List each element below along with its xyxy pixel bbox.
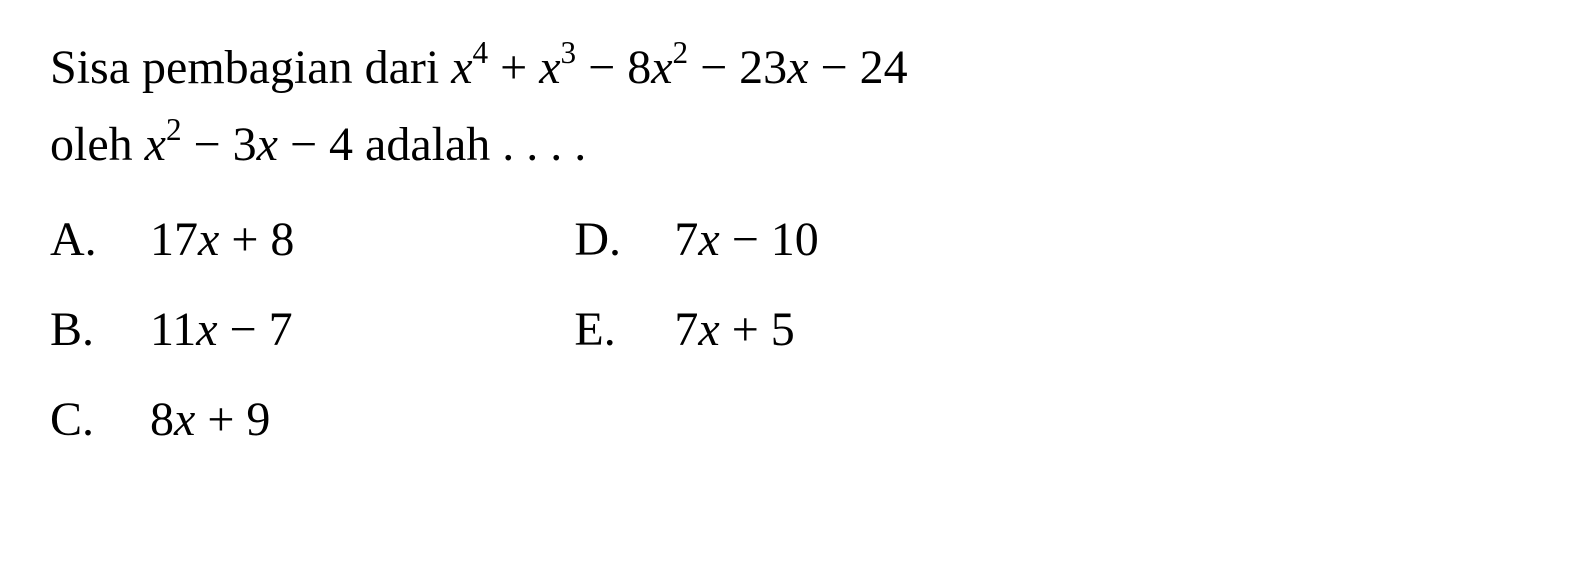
- opt-e-var: x: [698, 303, 719, 356]
- poly2-exp1: 2: [166, 112, 182, 147]
- poly2-x2: x: [257, 118, 278, 171]
- poly1-x2: x: [539, 41, 560, 94]
- question-text: Sisa pembagian dari x4 + x3 − 8x2 − 23x …: [50, 30, 1540, 184]
- option-expr-a: 17x + 8: [150, 204, 294, 276]
- options-container: A. 17x + 8 B. 11x − 7 C. 8x + 9 D. 7x − …: [50, 204, 1540, 456]
- option-expr-c: 8x + 9: [150, 384, 270, 456]
- options-right-column: D. 7x − 10 E. 7x + 5: [574, 204, 818, 456]
- option-e: E. 7x + 5: [574, 294, 818, 366]
- options-left-column: A. 17x + 8 B. 11x − 7 C. 8x + 9: [50, 204, 294, 456]
- option-letter-b: B.: [50, 294, 150, 366]
- opt-b-var: x: [196, 303, 217, 356]
- poly2-x1: x: [145, 118, 166, 171]
- option-letter-d: D.: [574, 204, 674, 276]
- poly1-exp2: 3: [561, 35, 577, 70]
- option-expr-d: 7x − 10: [674, 204, 818, 276]
- opt-c-var: x: [174, 393, 195, 446]
- opt-b-coef: 11: [150, 303, 196, 356]
- option-a: A. 17x + 8: [50, 204, 294, 276]
- opt-c-rest: + 9: [195, 393, 270, 446]
- poly1-op4: − 24: [809, 41, 908, 94]
- poly1-op1: +: [488, 41, 539, 94]
- option-c: C. 8x + 9: [50, 384, 294, 456]
- poly1-op2: − 8: [576, 41, 651, 94]
- poly1-exp1: 4: [473, 35, 489, 70]
- opt-b-rest: − 7: [218, 303, 293, 356]
- opt-a-rest: + 8: [219, 213, 294, 266]
- option-expr-e: 7x + 5: [674, 294, 794, 366]
- option-b: B. 11x − 7: [50, 294, 294, 366]
- poly1-x4: x: [787, 41, 808, 94]
- q-prefix-2: oleh: [50, 118, 145, 171]
- opt-e-rest: + 5: [720, 303, 795, 356]
- opt-c-coef: 8: [150, 393, 174, 446]
- poly2-op2: − 4: [278, 118, 353, 171]
- q-suffix: adalah . . . .: [353, 118, 586, 171]
- question-line-1: Sisa pembagian dari x4 + x3 − 8x2 − 23x …: [50, 30, 1540, 107]
- poly1-op3: − 23: [688, 41, 787, 94]
- option-letter-e: E.: [574, 294, 674, 366]
- question-line-2: oleh x2 − 3x − 4 adalah . . . .: [50, 107, 1540, 184]
- opt-a-var: x: [198, 213, 219, 266]
- opt-d-coef: 7: [674, 213, 698, 266]
- opt-a-coef: 17: [150, 213, 198, 266]
- option-expr-b: 11x − 7: [150, 294, 293, 366]
- poly1-exp3: 2: [673, 35, 689, 70]
- q-prefix-1: Sisa pembagian dari: [50, 41, 451, 94]
- poly1-x3: x: [651, 41, 672, 94]
- option-letter-a: A.: [50, 204, 150, 276]
- opt-d-rest: − 10: [720, 213, 819, 266]
- poly2-op1: − 3: [182, 118, 257, 171]
- poly1-x1: x: [451, 41, 472, 94]
- opt-e-coef: 7: [674, 303, 698, 356]
- option-letter-c: C.: [50, 384, 150, 456]
- opt-d-var: x: [698, 213, 719, 266]
- option-d: D. 7x − 10: [574, 204, 818, 276]
